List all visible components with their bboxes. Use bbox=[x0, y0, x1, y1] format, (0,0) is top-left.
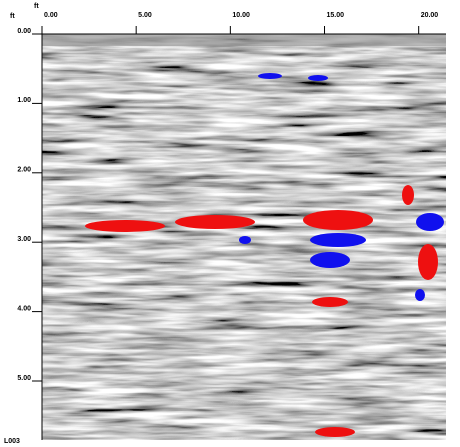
y-tick-label: 4.00 bbox=[17, 305, 31, 312]
x-tick-label: 0.00 bbox=[44, 12, 58, 19]
x-tick-label: 20.00 bbox=[421, 12, 439, 19]
y-axis-unit: ft bbox=[10, 13, 15, 20]
x-axis-unit: ft bbox=[34, 3, 39, 10]
x-tick-label: 10.00 bbox=[232, 12, 250, 19]
x-tick-label: 15.00 bbox=[327, 12, 345, 19]
y-tick-label: 1.00 bbox=[17, 97, 31, 104]
line-label: L003 bbox=[4, 438, 20, 445]
y-tick-label: 3.00 bbox=[17, 236, 31, 243]
y-tick-label: 5.00 bbox=[17, 375, 31, 382]
y-tick-label: 0.00 bbox=[17, 28, 31, 35]
scan-image bbox=[42, 34, 446, 440]
y-tick-label: 2.00 bbox=[17, 167, 31, 174]
x-tick-label: 5.00 bbox=[138, 12, 152, 19]
